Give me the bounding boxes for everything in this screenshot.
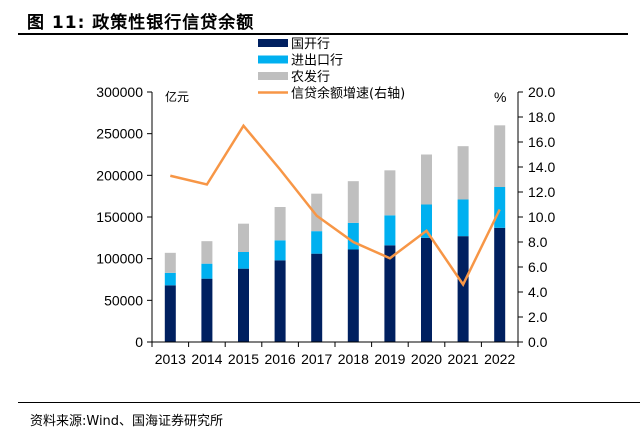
legend-label-3: 信贷余额增速(右轴) [291,86,405,102]
line-layer [170,123,501,287]
left-tick-label: 100000 [96,251,143,267]
x-tick-label: 2014 [191,351,222,367]
right-axis-unit: % [494,89,506,105]
legend-swatch-2 [258,72,288,80]
bar-adbc-2016 [274,207,286,241]
bar-exim-2017 [311,231,323,254]
right-tick-label: 2.0 [528,309,548,325]
left-tick-label: 250000 [96,126,143,142]
figure-title-text: 政策性银行信贷余额 [92,13,255,33]
x-tick-label: 2021 [448,351,479,367]
bars-layer [164,125,506,342]
legend-swatch-1 [258,55,288,64]
bar-cdb-2021 [457,236,469,342]
bar-exim-2013 [164,272,176,286]
left-axis-unit: 亿元 [165,89,189,104]
x-tick-label: 2020 [411,351,442,367]
bar-cdb-2014 [201,278,213,342]
bar-adbc-2018 [347,181,359,223]
x-tick-label: 2015 [228,351,259,367]
x-tick-label: 2019 [374,351,405,367]
left-tick-label: 200000 [96,167,143,183]
bar-cdb-2015 [238,268,249,342]
bar-adbc-2013 [164,252,176,273]
left-tick-label: 0 [135,334,143,350]
legend-label-0: 国开行 [291,37,330,52]
legend-swatch-0 [258,39,288,47]
bar-adbc-2021 [457,146,469,200]
figure-label: 图 11: [27,13,86,33]
x-tick-label: 2016 [265,351,296,367]
bar-adbc-2015 [238,223,249,252]
right-tick-label: 8.0 [528,234,548,250]
bar-exim-2015 [238,252,249,269]
right-tick-label: 0.0 [528,334,548,350]
legend-label-1: 进出口行 [291,54,343,69]
bar-exim-2022 [494,187,506,228]
source-divider [18,402,640,403]
right-tick-label: 18.0 [528,109,555,125]
bar-adbc-2020 [421,154,432,205]
left-tick-label: 300000 [96,84,143,100]
right-tick-label: 20.0 [528,84,555,100]
bar-exim-2014 [201,263,213,279]
left-tick-label: 150000 [96,209,143,225]
right-tick-label: 16.0 [528,134,555,150]
x-tick-label: 2022 [484,351,515,367]
right-tick-label: 14.0 [528,159,555,175]
bar-cdb-2013 [164,285,176,342]
figure-title: 图 11: 政策性银行信贷余额 [27,8,254,33]
left-tick-label: 50000 [104,292,143,308]
right-tick-label: 6.0 [528,259,548,275]
bar-adbc-2019 [384,170,396,216]
bar-exim-2016 [274,240,286,261]
bar-cdb-2018 [347,249,359,342]
bar-exim-2019 [384,215,396,246]
x-tick-label: 2017 [301,351,332,367]
right-tick-label: 10.0 [528,209,555,225]
x-tick-label: 2018 [338,351,369,367]
bar-cdb-2019 [384,245,396,342]
bar-adbc-2014 [201,241,213,264]
bar-exim-2020 [421,204,432,238]
bar-cdb-2016 [274,260,286,342]
bar-exim-2021 [457,199,469,237]
bar-cdb-2022 [494,227,506,342]
bar-exim-2018 [347,222,359,250]
bar-adbc-2022 [494,125,506,187]
growth-line [170,123,501,287]
source-note: 资料来源:Wind、国海证券研究所 [30,414,224,429]
chart: 0 50000 100000 150000 200000 250000 300000 0.0 2… [96,37,555,367]
axes-layer: 0 50000 100000 150000 200000 250000 300000 0.0 2… [96,84,555,367]
right-tick-label: 12.0 [528,184,555,200]
right-tick-label: 4.0 [528,284,548,300]
bar-cdb-2017 [311,253,323,342]
bar-adbc-2017 [311,193,323,232]
title-divider [18,33,628,35]
x-tick-label: 2013 [155,351,186,367]
legend-label-2: 农发行 [291,69,330,85]
bar-cdb-2020 [421,237,432,342]
